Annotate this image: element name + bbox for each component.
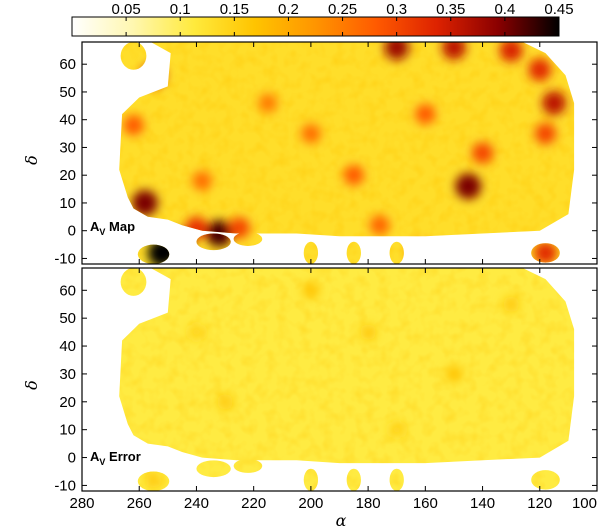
colorbar-tick-label: 0.25 bbox=[328, 1, 357, 18]
y-tick-label: 30 bbox=[59, 366, 76, 383]
av-map-label-main: A bbox=[90, 219, 100, 234]
hotspot bbox=[441, 42, 467, 60]
hotspot bbox=[132, 190, 158, 216]
hotspot bbox=[499, 42, 523, 62]
av-error-label-main: A bbox=[90, 449, 100, 464]
hotspot bbox=[534, 122, 557, 145]
hotspot bbox=[415, 103, 436, 125]
av-map-label-sub: V bbox=[99, 227, 105, 237]
y-tick-label: 10 bbox=[59, 422, 76, 439]
y-tick-label: 50 bbox=[59, 84, 76, 101]
hotspot bbox=[205, 220, 233, 247]
x-tick-label: 200 bbox=[298, 495, 323, 512]
x-axis-label: α bbox=[336, 511, 347, 530]
colorbar: 0.05 0.1 0.15 0.2 0.25 0.3 0.35 0.4 0.45 bbox=[71, 1, 574, 37]
hotspot bbox=[141, 63, 166, 88]
av-map-ylabel: δ bbox=[22, 155, 41, 165]
av-error-field bbox=[119, 268, 575, 491]
colorbar-tick-label: 0.35 bbox=[436, 1, 465, 18]
y-tick-label: 40 bbox=[59, 112, 76, 129]
y-tick-label: 30 bbox=[59, 139, 76, 156]
y-tick-label: 60 bbox=[59, 282, 76, 299]
colorbar-gradient bbox=[71, 16, 560, 37]
colorbar-tick-label: 0.3 bbox=[386, 1, 407, 18]
av-map-y-ticks: -10 0 10 20 30 40 50 60 bbox=[54, 56, 597, 267]
y-tick-label: -10 bbox=[54, 477, 76, 494]
hotspot bbox=[534, 241, 557, 264]
av-error-frame bbox=[81, 267, 598, 492]
hotspot bbox=[542, 90, 567, 116]
colorbar-tick-label: 0.15 bbox=[220, 1, 249, 18]
hotspot bbox=[301, 123, 321, 144]
hotspot bbox=[192, 170, 213, 191]
hotspot bbox=[258, 93, 278, 113]
hotspot bbox=[384, 42, 410, 61]
hotspot bbox=[369, 215, 390, 236]
av-map-label: AV Map bbox=[90, 219, 135, 237]
y-tick-label: -10 bbox=[54, 250, 76, 267]
y-tick-label: 20 bbox=[59, 394, 76, 411]
colorbar-tick-label: 0.4 bbox=[494, 1, 515, 18]
colorbar-tick-label: 0.1 bbox=[170, 1, 191, 18]
x-tick-label: 260 bbox=[127, 495, 152, 512]
hotspot bbox=[471, 142, 494, 164]
av-map-frame bbox=[81, 41, 598, 265]
panel-av-map: -10 0 10 20 30 40 50 60 δ AV Map bbox=[22, 41, 598, 267]
y-tick-label: 0 bbox=[68, 223, 76, 240]
y-tick-label: 0 bbox=[68, 450, 76, 467]
av-map-label-rest: Map bbox=[105, 219, 135, 234]
av-error-label: AV Error bbox=[90, 449, 141, 467]
hotspot bbox=[360, 324, 377, 341]
av-error-label-rest: Error bbox=[105, 449, 140, 464]
footprint-texture bbox=[119, 268, 575, 491]
x-tick-label: 140 bbox=[470, 495, 495, 512]
hotspot bbox=[123, 114, 144, 136]
y-tick-label: 40 bbox=[59, 338, 76, 355]
av-error-label-sub: V bbox=[99, 457, 105, 467]
x-ticks: 280 260 240 220 200 180 160 140 120 100 bbox=[69, 42, 598, 512]
av-map-field bbox=[119, 42, 575, 264]
x-tick-label: 220 bbox=[241, 495, 266, 512]
hotspot bbox=[185, 216, 208, 240]
hotspot bbox=[408, 242, 431, 264]
hotspot bbox=[528, 58, 552, 82]
hotspot bbox=[216, 393, 234, 410]
y-tick-label: 10 bbox=[59, 195, 76, 212]
hotspot bbox=[343, 164, 365, 186]
footprint-texture bbox=[119, 42, 575, 264]
colorbar-tick-label: 0.2 bbox=[278, 1, 299, 18]
av-error-y-ticks: -10 0 10 20 30 40 50 60 bbox=[54, 282, 597, 494]
x-tick-label: 100 bbox=[572, 495, 597, 512]
hotspot bbox=[228, 217, 251, 239]
colorbar-tick-label: 0.45 bbox=[544, 1, 573, 18]
hotspot bbox=[503, 296, 520, 313]
hotspot bbox=[165, 230, 194, 259]
colorbar-tick-label: 0.05 bbox=[112, 1, 141, 18]
colorbar-ticks: 0.05 0.1 0.15 0.2 0.25 0.3 0.35 0.4 0.45 bbox=[112, 1, 574, 36]
x-tick-label: 120 bbox=[527, 495, 552, 512]
x-tick-label: 280 bbox=[69, 495, 94, 512]
hotspot bbox=[188, 324, 205, 340]
hotspot bbox=[148, 238, 177, 264]
av-error-ylabel: δ bbox=[22, 380, 41, 390]
x-tick-label: 160 bbox=[413, 495, 438, 512]
hotspots bbox=[145, 281, 520, 488]
x-tick-label: 240 bbox=[184, 495, 209, 512]
x-tick-label: 180 bbox=[356, 495, 381, 512]
hotspot bbox=[388, 421, 405, 438]
hotspot bbox=[455, 173, 482, 200]
y-tick-label: 20 bbox=[59, 167, 76, 184]
hotspot bbox=[302, 281, 320, 299]
hotspot bbox=[145, 471, 162, 488]
y-tick-label: 60 bbox=[59, 56, 76, 73]
y-tick-label: 50 bbox=[59, 310, 76, 327]
hotspot bbox=[445, 365, 463, 383]
